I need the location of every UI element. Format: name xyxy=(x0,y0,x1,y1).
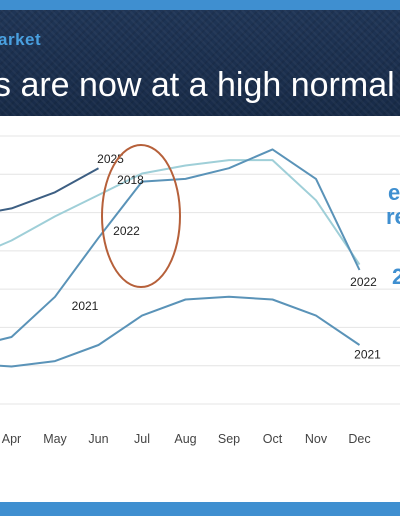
series-line-1 xyxy=(0,159,361,266)
slide-header: arket s are now at a high normal lev xyxy=(0,10,400,116)
slide-title: s are now at a high normal lev xyxy=(0,66,400,104)
series-labels: 2025201820222018202220212021 xyxy=(72,152,382,362)
x-tick-label: Aug xyxy=(174,432,196,446)
series-label-2022: 2022 xyxy=(350,275,377,289)
series-line-2 xyxy=(0,148,361,341)
bottom-accent-bar xyxy=(0,502,400,516)
x-tick-label: Oct xyxy=(263,432,283,446)
side-text-line1: e xyxy=(388,180,400,205)
series-label-2021: 2021 xyxy=(354,347,381,361)
x-tick-label: Apr xyxy=(2,432,21,446)
series-line-3 xyxy=(0,295,361,368)
line-chart: Apr May Jun Jul Aug Sep Oct Nov Dec 2025 2018 2022… xyxy=(0,135,400,446)
highlight-circle xyxy=(101,144,181,288)
section-label: arket xyxy=(0,30,42,49)
side-text-line3: 2 xyxy=(392,264,400,289)
x-tick-label: May xyxy=(43,432,67,446)
top-accent-bar xyxy=(0,0,400,10)
series-label-2021: 2021 xyxy=(72,299,99,313)
x-tick-label: Nov xyxy=(305,432,328,446)
side-text-line2: re xyxy=(386,204,400,229)
series-label-2018: 2018 xyxy=(117,173,144,187)
series-line-0 xyxy=(0,167,99,212)
x-tick-label: Jun xyxy=(88,432,108,446)
x-tick-label: Sep xyxy=(218,432,240,446)
x-tick-label: Jul xyxy=(134,432,150,446)
x-axis-ticks: Apr May Jun Jul Aug Sep Oct Nov Dec xyxy=(2,432,371,446)
series-lines xyxy=(0,148,361,368)
series-label-2025: 2025 xyxy=(97,152,124,166)
series-label-2022: 2022 xyxy=(113,224,140,238)
x-tick-label: Dec xyxy=(348,432,370,446)
gridlines xyxy=(0,135,400,405)
